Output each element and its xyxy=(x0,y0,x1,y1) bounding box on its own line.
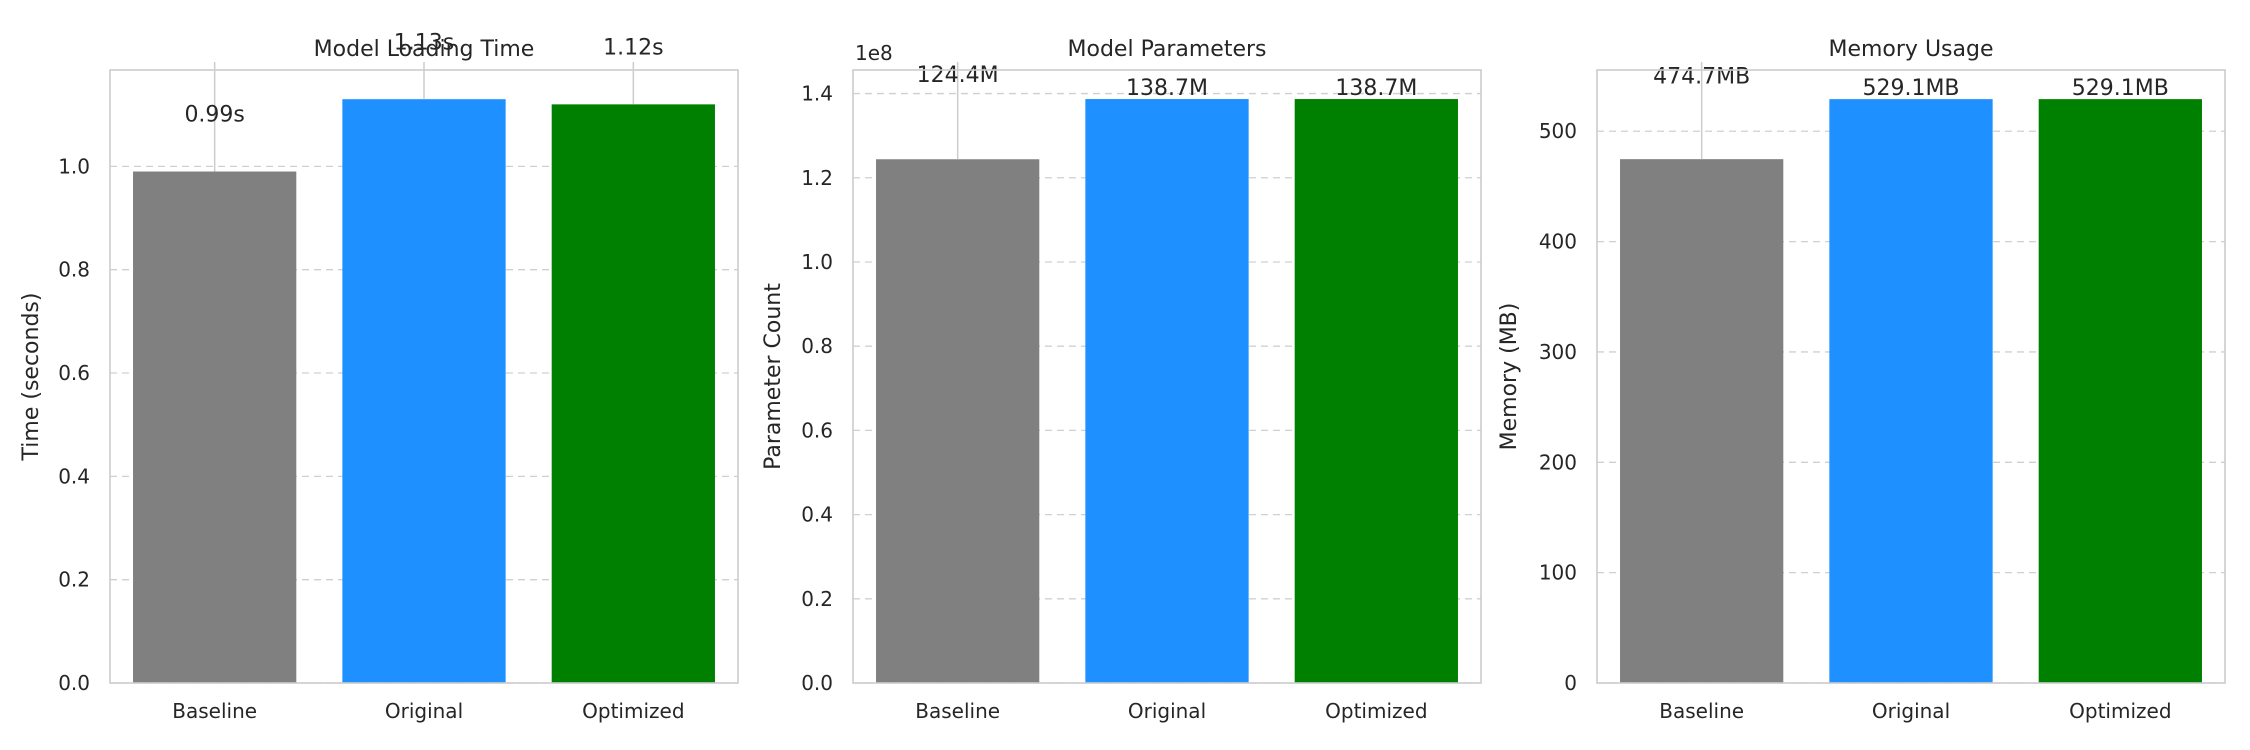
chart-title: Model Loading Time xyxy=(314,37,535,62)
x-tick-label: Baseline xyxy=(172,699,257,723)
x-tick-label: Optimized xyxy=(1325,699,1427,723)
bar-baseline xyxy=(133,171,297,683)
y-tick-label: 0.8 xyxy=(801,334,833,358)
bar-value-label: 0.99s xyxy=(184,103,244,128)
axes-frame xyxy=(1596,69,2226,684)
bar-optimized xyxy=(551,104,715,683)
bar-optimized xyxy=(2038,99,2202,683)
y-tick-label: 0.4 xyxy=(801,503,833,527)
chart-panel-3: 474.7MB 529.1MB 529.1MB 0 100 200 300 400 500 Bas… xyxy=(1497,37,2226,723)
chart-title: Model Parameters xyxy=(1068,37,1267,62)
y-tick-label: 0.6 xyxy=(801,418,833,442)
y-tick-label: 400 xyxy=(1539,230,1577,254)
bar-value-label: 138.7M xyxy=(1335,76,1417,101)
bar-baseline xyxy=(1620,159,1784,683)
y-tick-label: 0.8 xyxy=(58,258,90,282)
x-tick-label: Optimized xyxy=(582,699,684,723)
bar-value-label: 529.1MB xyxy=(1862,76,1959,101)
y-tick-label: 0.0 xyxy=(801,671,833,695)
y-tick-label: 0.6 xyxy=(58,361,90,385)
bar-value-label: 124.4M xyxy=(917,63,999,88)
chart-title: Memory Usage xyxy=(1828,37,1993,62)
bar-original xyxy=(342,99,506,683)
x-tick-label: Baseline xyxy=(915,699,1000,723)
y-tick-label: 0.2 xyxy=(58,568,90,592)
y-tick-label: 1.0 xyxy=(801,250,833,274)
chart-panel-1: 0.99s 1.13s 1.12s 0.0 0.2 0.4 0.6 0.8 1.0 Baselin… xyxy=(19,30,739,723)
x-tick-label: Original xyxy=(385,699,463,723)
bar-value-label: 474.7MB xyxy=(1653,64,1750,89)
y-tick-label: 0.0 xyxy=(58,671,90,695)
bar-optimized xyxy=(1294,99,1458,683)
y-tick-label: 100 xyxy=(1539,561,1577,585)
bar-original xyxy=(1829,99,1993,683)
y-tick-label: 300 xyxy=(1539,340,1577,364)
axes-frame xyxy=(109,69,739,684)
bar-original xyxy=(1085,99,1249,683)
y-axis-label: Memory (MB) xyxy=(1497,303,1522,451)
y-axis-label: Time (seconds) xyxy=(19,293,44,462)
y-tick-label: 200 xyxy=(1539,450,1577,474)
bar-value-label: 1.13s xyxy=(394,30,454,55)
y-tick-label: 0.2 xyxy=(801,587,833,611)
x-tick-label: Optimized xyxy=(2069,699,2171,723)
axes-frame xyxy=(852,69,1482,684)
y-tick-label: 1.0 xyxy=(58,154,90,178)
chart-panel-2: 124.4M 138.7M 138.7M 0.0 0.2 0.4 0.6 0.8 1.0 1.2 1… xyxy=(761,37,1482,723)
y-tick-label: 1.2 xyxy=(801,166,833,190)
y-tick-label: 1.4 xyxy=(801,82,833,106)
bar-value-label: 529.1MB xyxy=(2072,76,2169,101)
bar-baseline xyxy=(876,159,1040,683)
y-tick-label: 500 xyxy=(1539,119,1577,143)
bar-value-label: 1.12s xyxy=(603,36,663,61)
y-axis-label: Parameter Count xyxy=(761,283,786,470)
x-tick-label: Original xyxy=(1872,699,1950,723)
axis-offset-text: 1e8 xyxy=(855,41,893,65)
bar-value-label: 138.7M xyxy=(1126,76,1208,101)
x-tick-label: Baseline xyxy=(1659,699,1744,723)
y-tick-label: 0 xyxy=(1564,671,1577,695)
x-tick-label: Original xyxy=(1128,699,1206,723)
y-tick-label: 0.4 xyxy=(58,464,90,488)
